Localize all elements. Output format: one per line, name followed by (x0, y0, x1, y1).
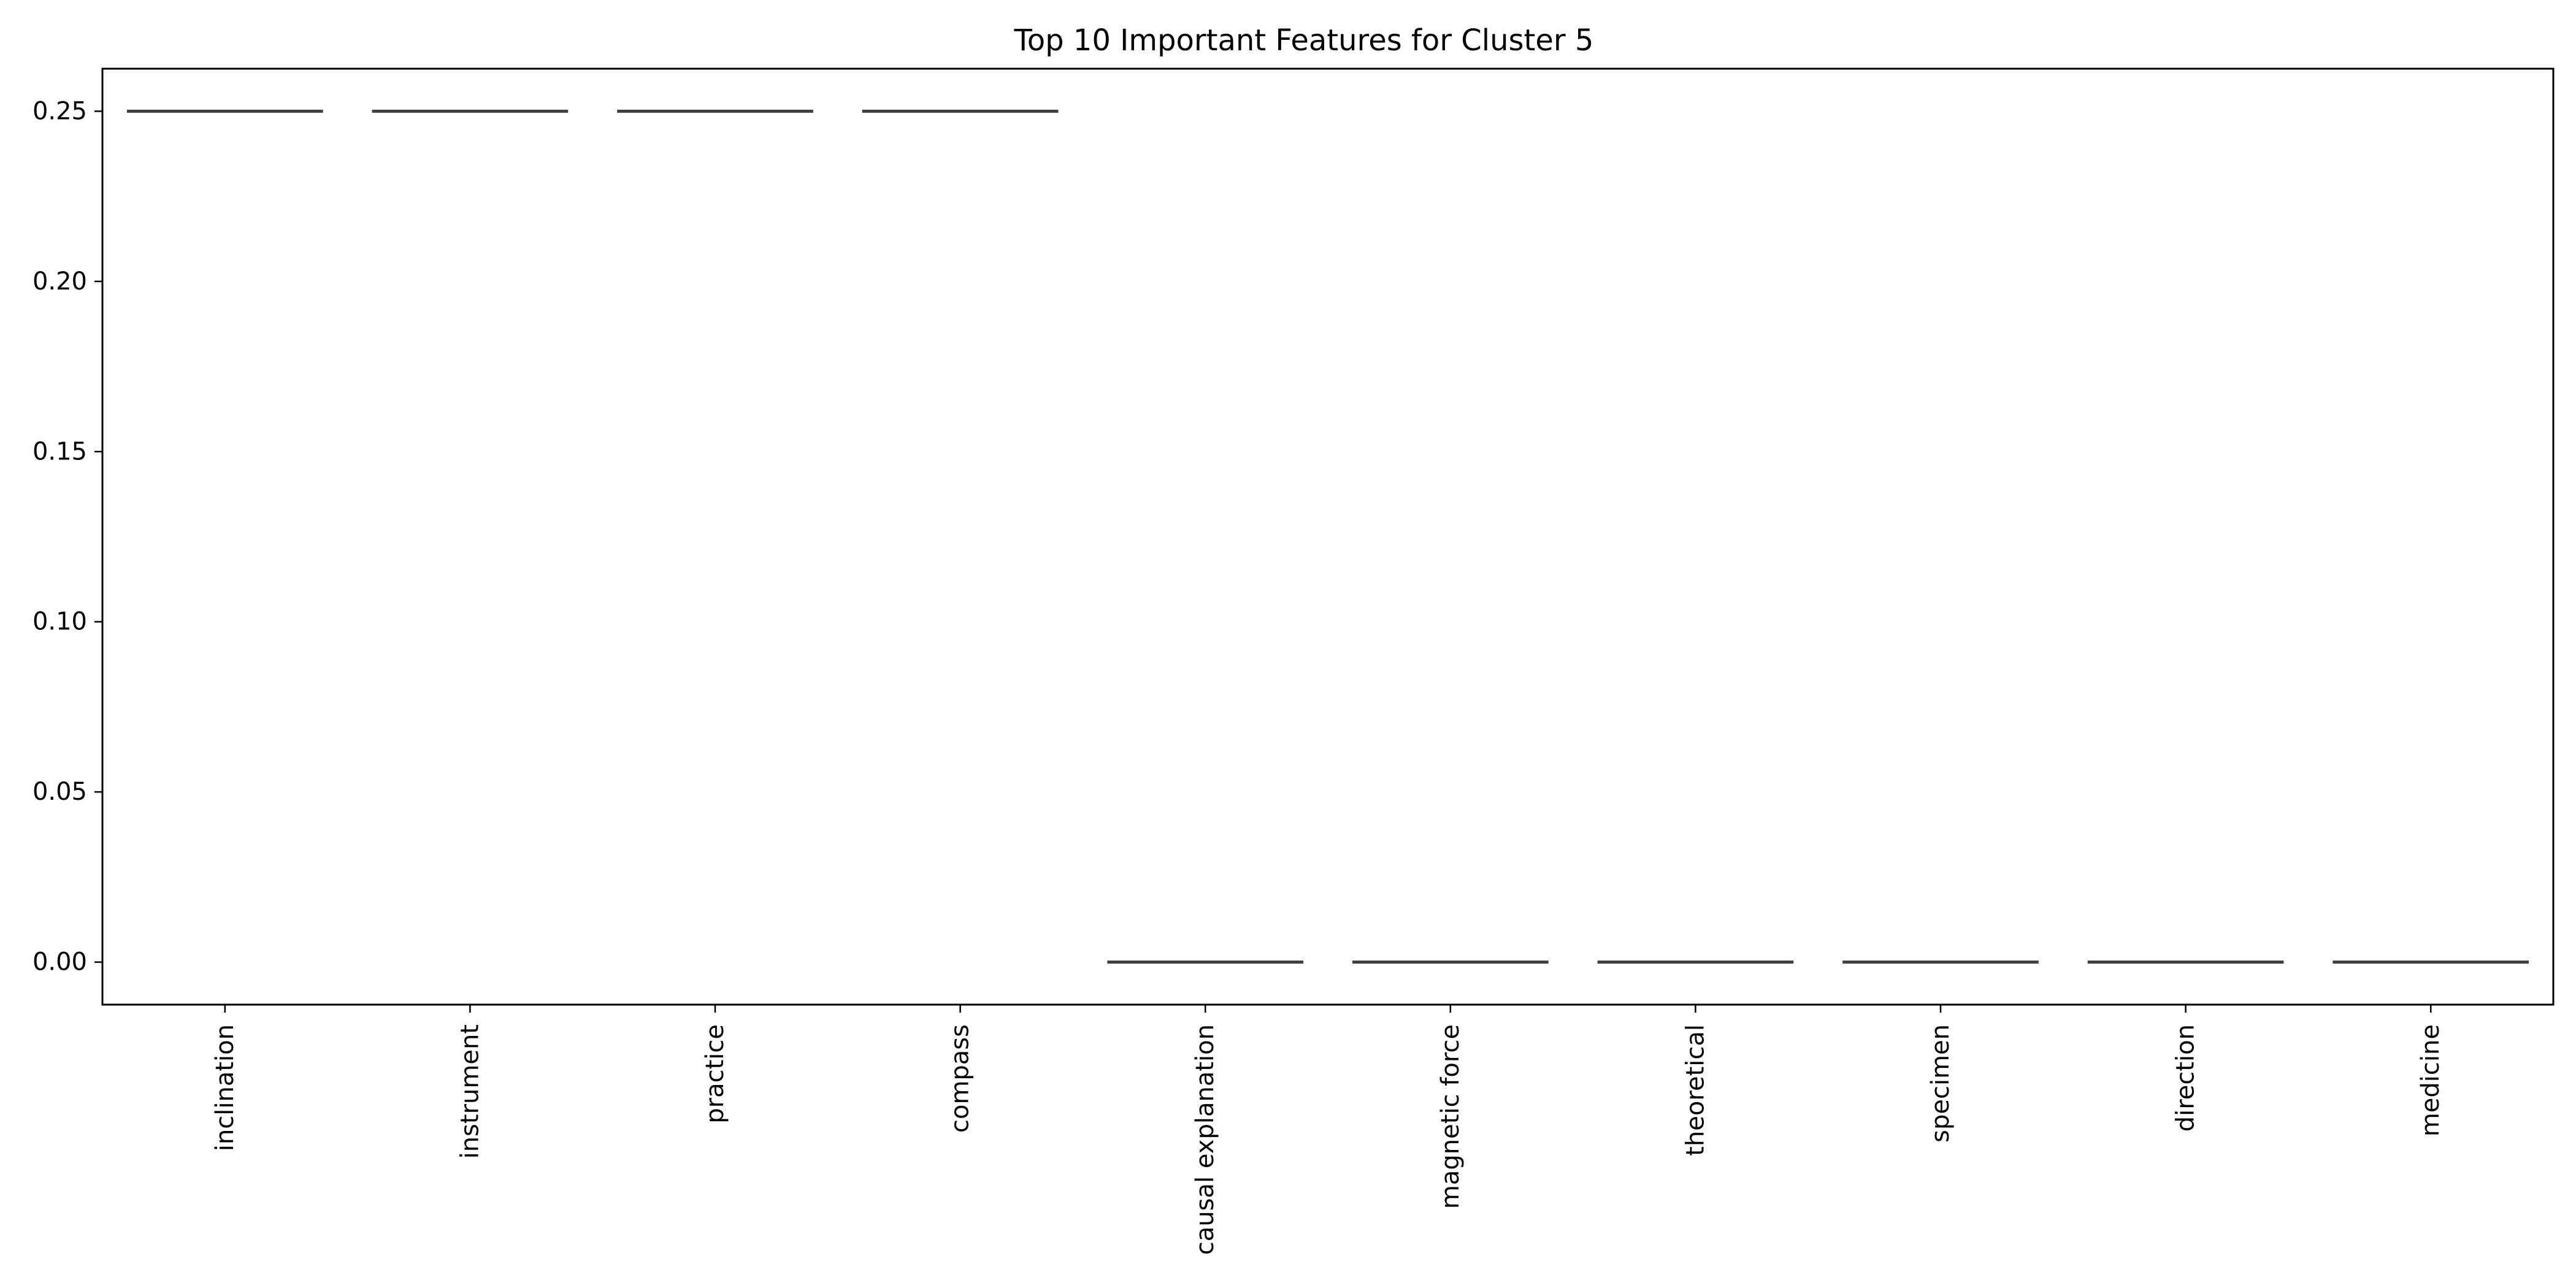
y-tick-label: 0.20 (33, 267, 87, 296)
x-tick-label: compass (946, 1024, 975, 1133)
x-tick-label: practice (701, 1024, 729, 1124)
x-axis: inclination instrument practice compass caus… (211, 1005, 2445, 1255)
chart-title: Top 10 Important Features for Cluster 5 (1014, 23, 1594, 58)
x-tick-label: causal explanation (1191, 1024, 1219, 1255)
x-tick-label: theoretical (1681, 1024, 1709, 1156)
chart-marks (126, 109, 2529, 964)
y-tick-label: 0.00 (33, 948, 87, 976)
y-axis: 0.00 0.05 0.10 0.15 0.20 0.25 (33, 97, 102, 976)
x-tick-label: magnetic force (1436, 1024, 1465, 1209)
y-tick-label: 0.25 (33, 97, 87, 125)
x-tick-label: medicine (2417, 1024, 2445, 1137)
x-tick-label: direction (2172, 1024, 2200, 1132)
y-tick-label: 0.05 (33, 778, 87, 806)
x-tick-label: specimen (1926, 1024, 1955, 1143)
plot-frame (101, 67, 2555, 1006)
x-tick-label: inclination (211, 1024, 239, 1151)
x-tick-label: instrument (456, 1024, 484, 1159)
y-tick-label: 0.10 (33, 608, 87, 636)
y-tick-label: 0.15 (33, 437, 87, 466)
